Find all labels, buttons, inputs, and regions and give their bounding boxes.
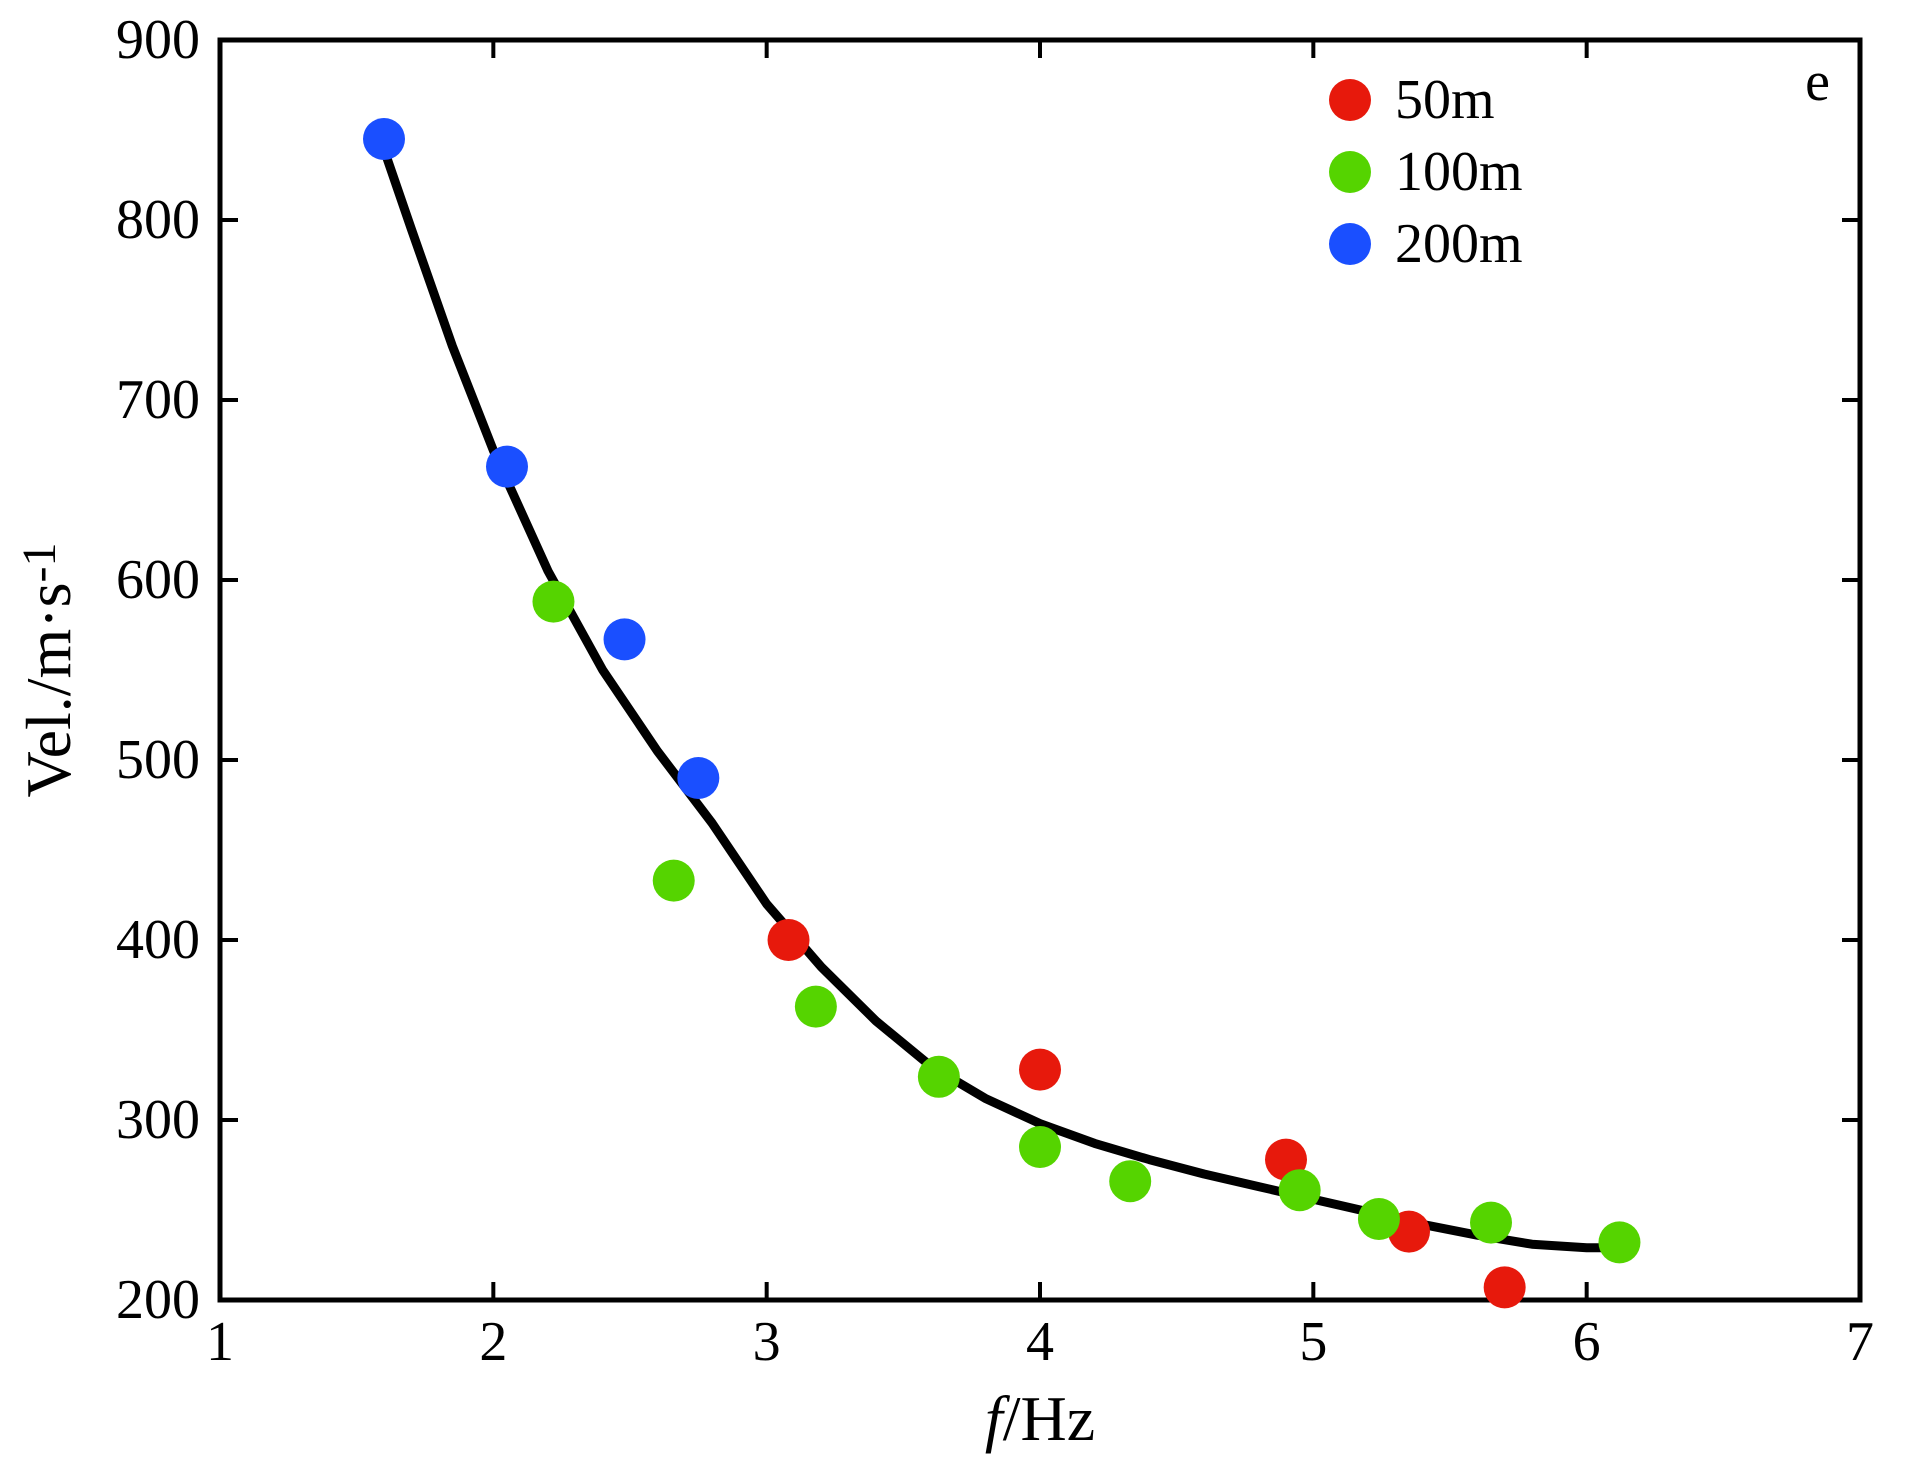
y-tick-label: 400 bbox=[116, 909, 200, 971]
data-point-50m bbox=[1484, 1266, 1526, 1308]
y-tick-label: 700 bbox=[116, 369, 200, 431]
legend-marker-200m bbox=[1329, 223, 1371, 265]
data-point-200m bbox=[486, 446, 528, 488]
x-tick-label: 5 bbox=[1299, 1311, 1327, 1373]
data-point-100m bbox=[918, 1056, 960, 1098]
y-tick-label: 500 bbox=[116, 729, 200, 791]
y-tick-label: 900 bbox=[116, 9, 200, 71]
data-point-100m bbox=[1019, 1126, 1061, 1168]
dispersion-chart: 1234567200300400500600700800900f/HzVel./… bbox=[0, 0, 1907, 1482]
x-tick-label: 6 bbox=[1573, 1311, 1601, 1373]
data-point-100m bbox=[653, 860, 695, 902]
data-point-100m bbox=[1598, 1221, 1640, 1263]
legend-marker-50m bbox=[1329, 79, 1371, 121]
data-point-100m bbox=[532, 581, 574, 623]
y-tick-label: 300 bbox=[116, 1089, 200, 1151]
x-tick-label: 7 bbox=[1846, 1311, 1874, 1373]
legend-marker-100m bbox=[1329, 151, 1371, 193]
x-tick-label: 4 bbox=[1026, 1311, 1054, 1373]
data-point-200m bbox=[363, 118, 405, 160]
x-axis-label: f/Hz bbox=[985, 1383, 1095, 1454]
x-tick-label: 3 bbox=[753, 1311, 781, 1373]
y-tick-label: 800 bbox=[116, 189, 200, 251]
panel-label: e bbox=[1805, 51, 1830, 113]
data-point-100m bbox=[1109, 1160, 1151, 1202]
data-point-200m bbox=[677, 757, 719, 799]
legend-label-50m: 50m bbox=[1395, 69, 1495, 131]
legend-label-100m: 100m bbox=[1395, 141, 1523, 203]
chart-container: 1234567200300400500600700800900f/HzVel./… bbox=[0, 0, 1907, 1482]
data-point-50m bbox=[1019, 1049, 1061, 1091]
data-point-100m bbox=[795, 986, 837, 1028]
data-point-100m bbox=[1279, 1169, 1321, 1211]
x-tick-label: 2 bbox=[479, 1311, 507, 1373]
x-tick-label: 1 bbox=[206, 1311, 234, 1373]
y-tick-label: 600 bbox=[116, 549, 200, 611]
data-point-200m bbox=[604, 618, 646, 660]
data-point-100m bbox=[1358, 1198, 1400, 1240]
legend-label-200m: 200m bbox=[1395, 213, 1523, 275]
data-point-50m bbox=[768, 919, 810, 961]
y-tick-label: 200 bbox=[116, 1269, 200, 1331]
data-point-100m bbox=[1470, 1202, 1512, 1244]
